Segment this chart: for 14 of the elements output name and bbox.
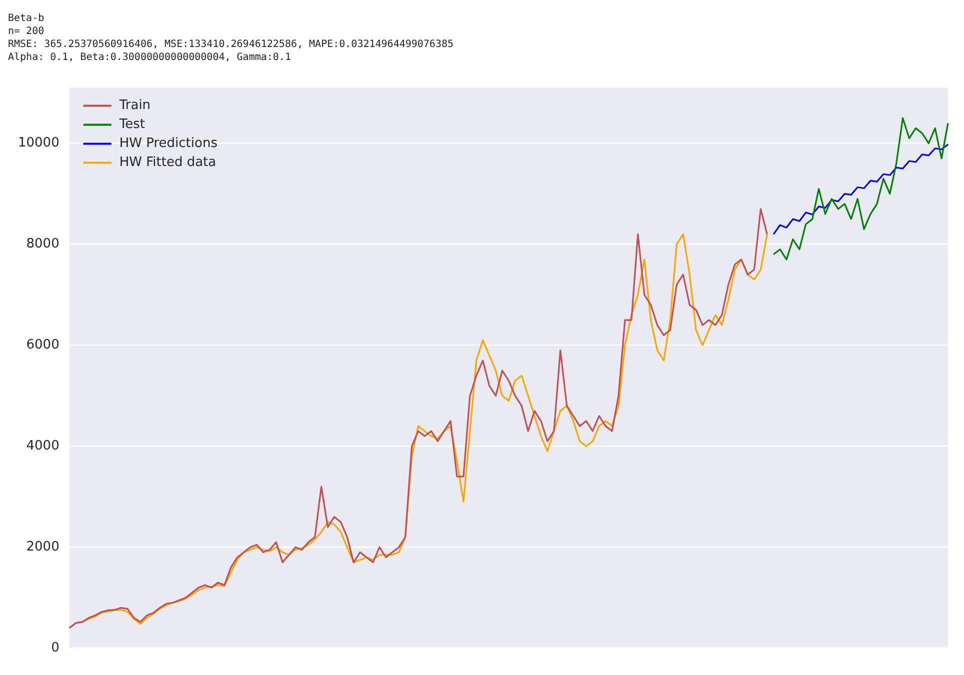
y-tick-label: 6000: [26, 338, 60, 353]
y-tick-label: 4000: [26, 438, 60, 454]
y-tick-label: 0: [51, 640, 60, 656]
legend-label: HW Predictions: [119, 136, 218, 152]
y-tick-label: 2000: [26, 540, 60, 555]
legend-label: HW Fitted data: [119, 155, 216, 170]
text: RMSE: 365.25370560916406, MSE:133410.26946122586, MAPE:0.03214964499076385: [8, 38, 455, 51]
y-tick-label: 10000: [18, 136, 60, 151]
legend-label: Train: [118, 98, 151, 114]
y-tick-label: 8000: [26, 236, 60, 252]
text: Alpha: 0.1, Beta:0.30000000000000004, Gamma:0.1: [8, 51, 292, 64]
legend-label: Test: [118, 117, 145, 132]
chart-title: Beta-b: [8, 12, 46, 25]
chart-subtitle: n= 200: [8, 25, 46, 38]
